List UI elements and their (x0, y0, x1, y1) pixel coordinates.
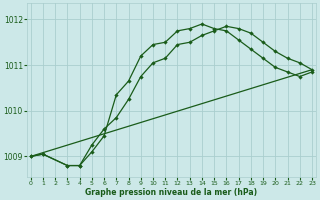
X-axis label: Graphe pression niveau de la mer (hPa): Graphe pression niveau de la mer (hPa) (85, 188, 257, 197)
